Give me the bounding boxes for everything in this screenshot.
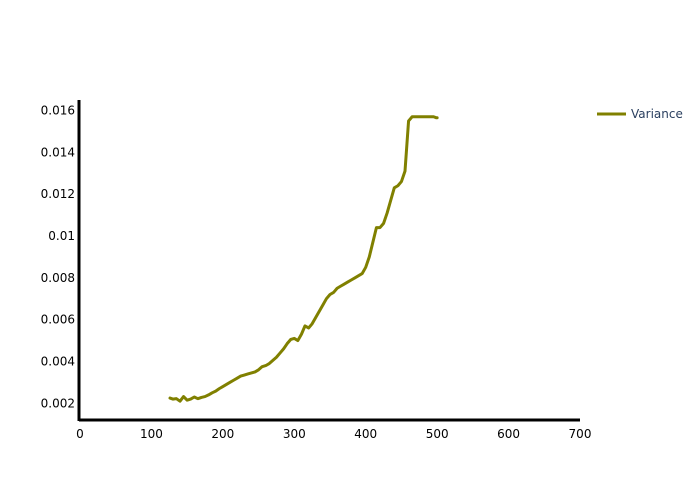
x-tick-label: 0 [76,427,84,441]
y-tick-label: 0.012 [41,187,75,201]
y-axis: 0.002 0.004 0.006 0.008 0.01 0.012 0.014 0.016 [41,100,81,421]
x-tick-label: 700 [569,427,592,441]
x-tick-label: 500 [426,427,449,441]
x-tick-label: 400 [354,427,377,441]
plot-area [168,115,439,403]
y-tick-label: 0.016 [41,103,75,117]
x-axis: 0 100 200 300 400 500 600 700 [76,418,592,441]
legend-label: Variance [631,107,683,121]
series-line-variance [168,115,439,403]
x-tick-label: 300 [283,427,306,441]
legend[interactable]: Variance [597,107,683,121]
x-tick-label: 600 [497,427,520,441]
y-tick-label: 0.006 [41,313,75,327]
y-tick-label: 0.002 [41,396,75,410]
y-tick-label: 0.014 [41,145,75,159]
y-tick-label: 0.004 [41,354,75,368]
y-tick-label: 0.01 [48,229,75,243]
x-tick-label: 200 [211,427,234,441]
legend-item[interactable]: Variance [597,107,683,121]
x-tick-label: 100 [140,427,163,441]
y-tick-label: 0.008 [41,271,75,285]
